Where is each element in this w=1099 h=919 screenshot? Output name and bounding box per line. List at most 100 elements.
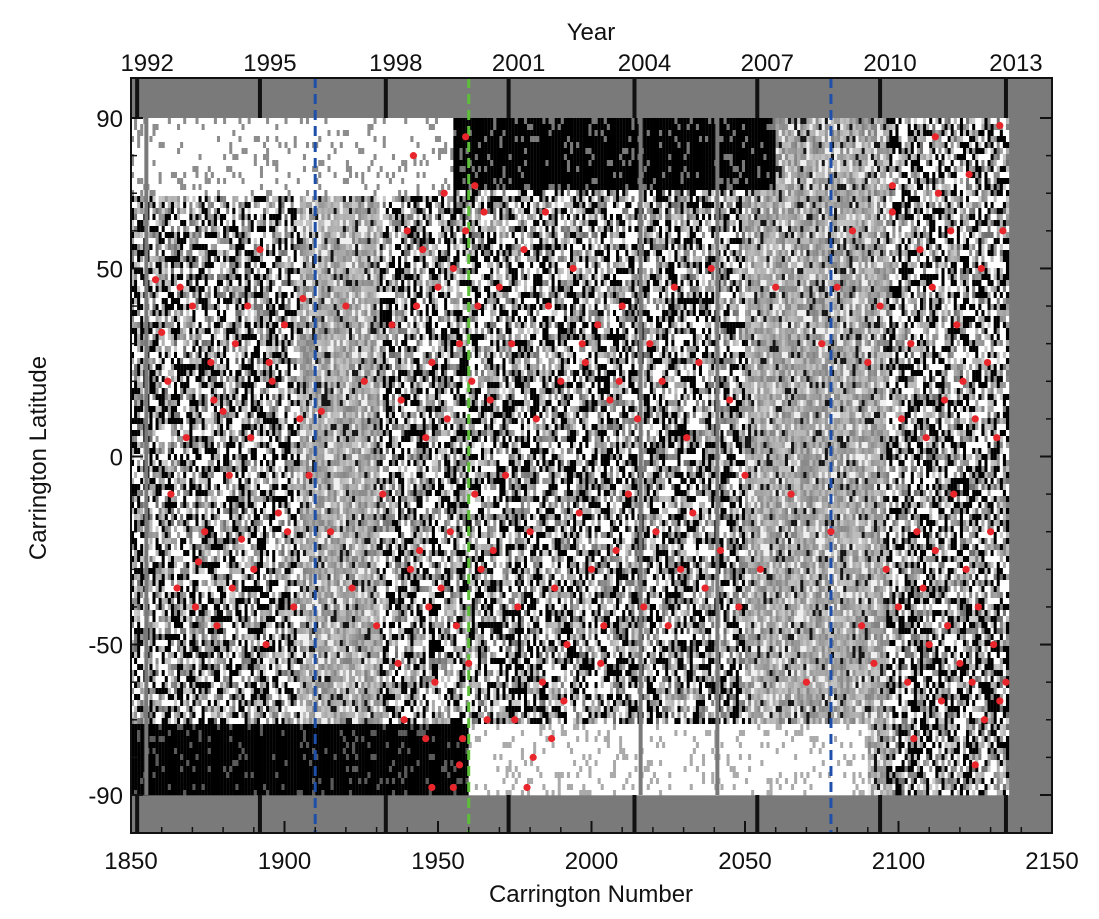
data-point [275,509,282,516]
data-point [741,472,748,479]
data-point [916,246,923,253]
data-point [975,603,982,610]
data-point [689,509,696,516]
data-point [226,472,233,479]
data-point [606,396,613,403]
data-point [388,321,395,328]
data-point [735,603,742,610]
data-point [361,378,368,385]
data-point [904,679,911,686]
data-point [883,566,890,573]
data-point [919,585,926,592]
year-separator-top [878,78,882,118]
y-axis-label: Carrington Latitude [25,356,52,560]
top-axis-label: Year [567,19,616,46]
data-point [563,641,570,648]
data-point [652,528,659,535]
data-point [972,761,979,768]
data-point [929,284,936,291]
data-point [305,472,312,479]
data-point [625,491,632,498]
data-point [437,585,444,592]
year-tick-label: 2010 [863,50,916,77]
data-point [422,434,429,441]
data-point [428,359,435,366]
data-point [401,716,408,723]
data-point [422,735,429,742]
data-point [787,491,794,498]
data-point [545,302,552,309]
data-point [941,396,948,403]
data-point [462,133,469,140]
data-gap [715,118,719,795]
data-point [539,679,546,686]
data-point [232,340,239,347]
data-point [834,284,841,291]
data-point [410,152,417,159]
data-point [468,378,475,385]
data-point [962,566,969,573]
data-point [266,359,273,366]
x-tick-label: 2100 [872,848,925,875]
y-tick-label: 90 [96,106,123,133]
year-separator-top [1004,78,1008,118]
data-point [152,276,159,283]
data-point [462,227,469,234]
data-point [947,227,954,234]
data-point [262,641,269,648]
data-point [207,359,214,366]
data-point [487,396,494,403]
data-point [542,208,549,215]
data-point [981,716,988,723]
data-point [530,754,537,761]
data-point [220,408,227,415]
data-point [453,622,460,629]
data-point [969,679,976,686]
data-point [640,603,647,610]
data-point [659,378,666,385]
data-point [379,491,386,498]
data-point [548,735,555,742]
data-point [993,434,1000,441]
data-point [665,622,672,629]
data-point [803,679,810,686]
data-point [827,528,834,535]
data-point [247,434,254,441]
data-point [926,641,933,648]
data-point [932,133,939,140]
year-separator-top [258,78,262,118]
data-point [431,679,438,686]
year-separator-bottom [878,795,882,833]
data-point [576,509,583,516]
top-gray-band [131,78,1052,118]
data-point [864,359,871,366]
data-point [459,735,466,742]
data-point [999,227,1006,234]
year-separator-bottom [755,795,759,833]
top-year-ticks: 1992 1995 1998 2001 2004 2007 2010 2013 [120,50,1042,77]
data-gap [144,118,148,795]
year-tick-label: 2007 [741,50,794,77]
data-point [984,359,991,366]
data-point [299,295,306,302]
data-point [413,302,420,309]
data-point [726,396,733,403]
data-point [935,190,942,197]
data-point [348,585,355,592]
data-point [284,528,291,535]
data-point [772,284,779,291]
data-point [407,566,414,573]
data-point [281,321,288,328]
data-point [229,585,236,592]
data-gap [639,118,643,795]
data-point [192,603,199,610]
year-separator-top [632,78,636,118]
data-point [441,190,448,197]
data-point [158,329,165,336]
data-point [619,302,626,309]
data-point [471,491,478,498]
data-point [195,558,202,565]
data-point [533,415,540,422]
y-tick-label: 50 [96,256,123,283]
data-point [683,434,690,441]
